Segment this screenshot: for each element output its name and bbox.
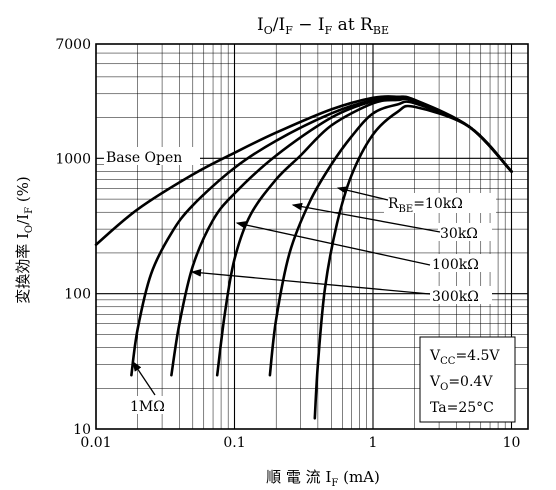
- label-300k: 300kΩ: [432, 289, 479, 305]
- series-line-30k: [268, 100, 513, 377]
- arrow-1m: [132, 360, 156, 396]
- arrow-300k: [190, 268, 431, 295]
- series-line-base-open: [94, 95, 513, 246]
- y-tick-label: 10: [73, 422, 91, 438]
- x-tick-label: 10: [503, 435, 521, 451]
- arrow-30k: [291, 202, 441, 233]
- curves: [94, 95, 513, 420]
- series-line-10k: [313, 104, 513, 420]
- label-1m: 1MΩ: [130, 399, 165, 415]
- x-tick-label: 0.1: [223, 435, 245, 451]
- tick-labels: 0.01 0.1 1 10 10 100 1000 7000: [55, 37, 520, 451]
- y-axis-label: 変換効率 IO/IF (%): [14, 176, 35, 304]
- label-100k: 100kΩ: [432, 257, 479, 273]
- condition-ta: Ta=25°C: [430, 400, 494, 416]
- label-base-open: Base Open: [106, 150, 182, 166]
- y-tick-label: 100: [64, 287, 91, 303]
- series-line-100k: [215, 97, 513, 377]
- conditions-box: [419, 336, 516, 423]
- label-30k: 30kΩ: [440, 226, 478, 242]
- arrow-100k: [235, 221, 431, 266]
- plot-frame: [95, 43, 529, 430]
- y-tick-label: 1000: [55, 151, 91, 167]
- x-tick-label: 1: [369, 435, 378, 451]
- label-rbe-10k: RBE=10kΩ: [388, 196, 463, 215]
- arrow-10k: [336, 186, 389, 201]
- condition-vo: VO=0.4V: [429, 374, 493, 393]
- condition-vcc: VCC=4.5V: [429, 348, 500, 367]
- x-tick-label: 0.01: [80, 435, 111, 451]
- y-tick-label: 7000: [55, 37, 91, 53]
- chart-title: IO/IF − IF at RBE: [257, 15, 389, 37]
- x-axis-label: 順 電 流 IF (mA): [266, 468, 380, 489]
